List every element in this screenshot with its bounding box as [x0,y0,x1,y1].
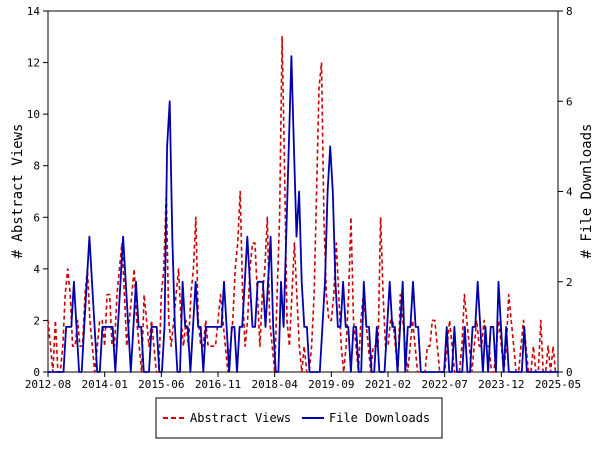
plot-area [47,10,559,373]
y-left-tick-label: 2 [33,314,40,327]
x-tick-label: 2015-06 [138,378,184,391]
y-right-axis: 0 2 4 6 8 [558,5,573,379]
x-tick-label: 2025-05 [535,378,581,391]
y-right-tick-label: 4 [566,186,573,199]
x-tick-label: 2016-11 [195,378,241,391]
y-left-tick-label: 10 [27,108,40,121]
x-tick-label: 2019-09 [308,378,354,391]
legend-label-abstract-views: Abstract Views [190,411,291,425]
x-tick-label: 2018-04 [251,378,298,391]
x-tick-label: 2022-07 [421,378,467,391]
x-axis: 2012-08 2014-01 2015-06 2016-11 2018-04 2019-… [25,372,581,391]
series-layer [47,35,558,373]
legend-label-file-downloads: File Downloads [329,411,430,425]
series-line-abstract-views [47,35,558,373]
x-tick-label: 2014-01 [81,378,127,391]
legend: Abstract Views File Downloads [155,397,443,439]
x-tick-label: 2023-12 [478,378,524,391]
y-right-tick-label: 0 [566,366,573,379]
y-left-tick-label: 12 [27,57,40,70]
y-left-tick-label: 8 [33,160,40,173]
legend-box [155,397,443,439]
y-left-tick-label: 0 [33,366,40,379]
y-right-tick-label: 6 [566,95,573,108]
y-left-axis-title: # Abstract Views [10,124,26,259]
y-left-tick-label: 4 [33,263,40,276]
y-right-tick-label: 8 [566,5,573,18]
series-line-file-downloads [48,55,558,373]
x-tick-label: 2012-08 [25,378,71,391]
y-left-tick-label: 6 [33,211,40,224]
y-left-axis: 0 2 4 6 8 10 12 14 [27,5,48,379]
x-tick-label: 2021-02 [365,378,411,391]
y-right-tick-label: 2 [566,276,573,289]
y-left-tick-label: 14 [27,5,41,18]
y-right-axis-title: # File Downloads [579,124,595,259]
